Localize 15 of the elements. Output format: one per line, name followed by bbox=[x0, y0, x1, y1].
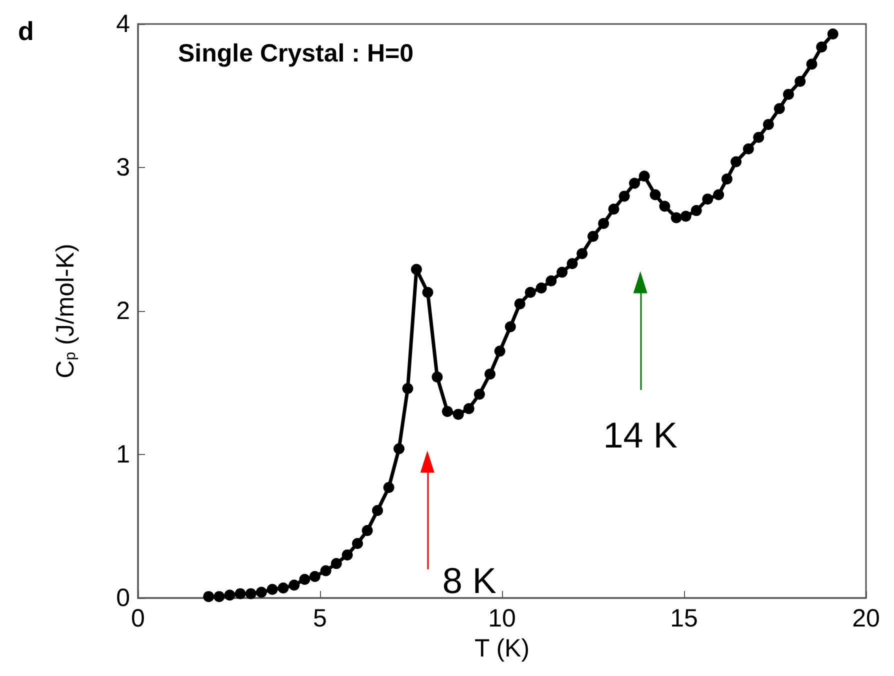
x-tick-label: 15 bbox=[670, 604, 698, 632]
y-tick-label: 3 bbox=[116, 154, 130, 182]
x-tick-label: 5 bbox=[313, 604, 327, 632]
text: d bbox=[18, 16, 34, 46]
annotation: 14 K bbox=[603, 414, 678, 456]
x-tick-label: 10 bbox=[488, 604, 516, 632]
y-axis-title: Cp (J/mol-K) bbox=[52, 244, 80, 378]
y-tick-label: 0 bbox=[116, 584, 130, 612]
y-tick-label: 4 bbox=[116, 10, 130, 38]
y-tick-label: 1 bbox=[116, 440, 130, 468]
annotation: 8 K bbox=[442, 560, 496, 601]
y-tick-label: 2 bbox=[116, 297, 130, 325]
x-tick-label: 20 bbox=[852, 604, 880, 632]
x-axis-title: T (K) bbox=[474, 634, 530, 662]
text: Single Crystal : H=0 bbox=[178, 40, 414, 68]
